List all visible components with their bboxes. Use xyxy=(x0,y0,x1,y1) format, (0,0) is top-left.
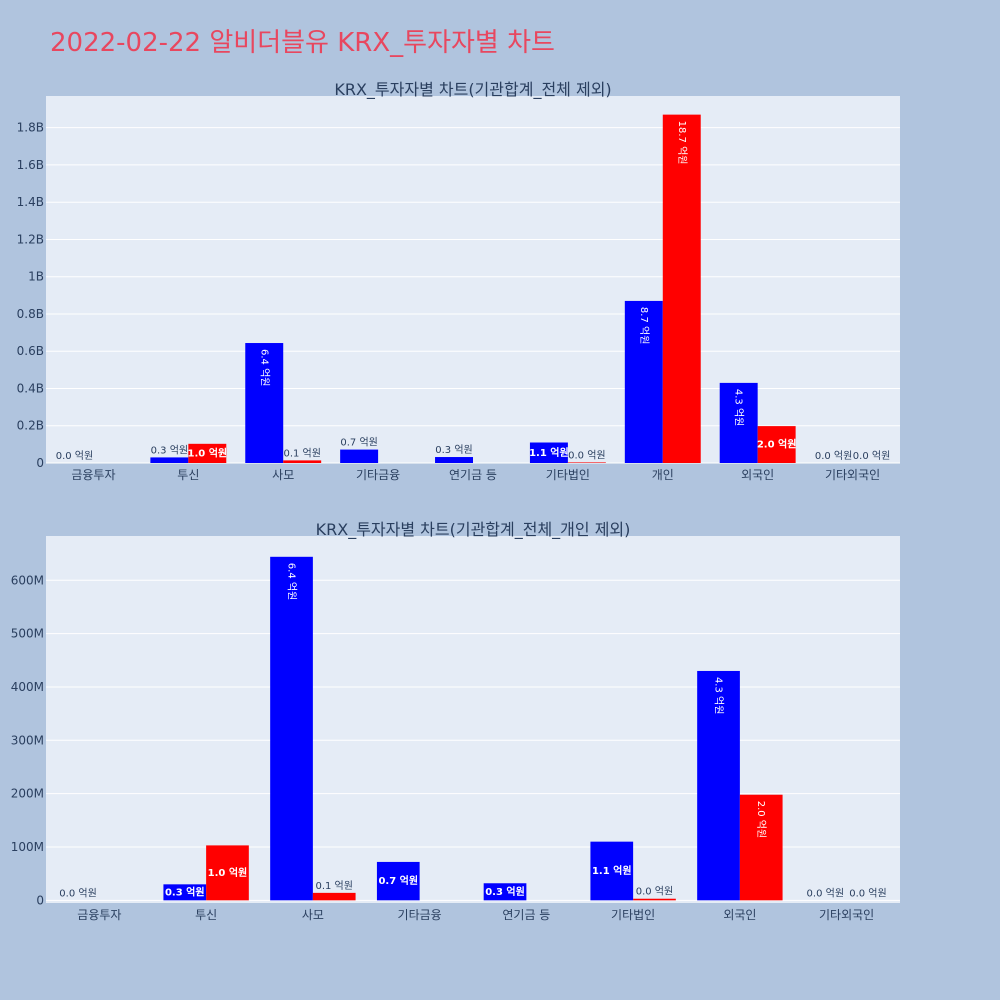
chart1-xtick-label: 기타외국인 xyxy=(825,468,880,482)
chart1-xtick-label: 기타법인 xyxy=(546,468,590,482)
chart2-ytick-label: 100M xyxy=(11,840,44,854)
chart1-data-label: 4.3 억원 xyxy=(733,389,745,426)
chart2-data-label: 1.1 억원 xyxy=(592,864,632,877)
chart1-bar-buy xyxy=(529,442,568,463)
chart1-xtick-label: 연기금 등 xyxy=(449,468,497,482)
chart1-bar-buy xyxy=(719,382,758,463)
chart2-data-label: 0.0 억원 xyxy=(807,887,844,899)
chart1-bar-sell xyxy=(567,462,606,463)
chart2-data-label: 0.1 억원 xyxy=(315,880,352,892)
chart1-ytick-label: 1B xyxy=(28,270,44,284)
chart2-ytick-label: 200M xyxy=(11,787,44,801)
chart2-ytick-label: 600M xyxy=(11,573,44,587)
chart1-data-label: 6.4 억원 xyxy=(258,349,270,386)
chart2-xtick-label: 기타외국인 xyxy=(819,908,874,922)
page-title: 2022-02-22 알비더블유 KRX_투자자별 차트 xyxy=(50,28,555,58)
chart1-bar-sell xyxy=(757,426,796,463)
chart1-xtick-label: 사모 xyxy=(272,468,294,482)
chart1-data-label: 0.7 억원 xyxy=(340,437,377,449)
chart2-xtick-label: 금융투자 xyxy=(77,908,121,922)
chart2-bar-buy xyxy=(163,884,207,901)
chart2-xtick-label: 연기금 등 xyxy=(502,908,550,922)
chart2-bar-sell xyxy=(633,898,676,901)
chart2-bar-buy xyxy=(697,670,740,901)
chart1-data-label: 2.0 억원 xyxy=(757,438,797,451)
chart1-ytick-label: 0.8B xyxy=(17,307,44,321)
chart2-ytick-label: 300M xyxy=(11,733,44,747)
chart1-ytick-label: 1.6B xyxy=(17,158,44,172)
chart1-data-label: 0.3 억원 xyxy=(435,444,472,456)
chart2-data-label: 0.0 억원 xyxy=(849,887,886,899)
chart1-data-label: 8.7 억원 xyxy=(638,307,650,344)
chart1-ytick-label: 1.4B xyxy=(17,195,44,209)
chart1-data-label: 0.1 억원 xyxy=(283,447,320,459)
chart1-data-label: 0.0 억원 xyxy=(56,450,93,462)
chart1-ytick-label: 0.2B xyxy=(17,419,44,433)
chart1-bar-sell xyxy=(283,460,322,463)
chart2-data-label: 6.4 억원 xyxy=(286,563,298,600)
chart1-bar-sell xyxy=(188,443,227,463)
chart2-ytick-label: 500M xyxy=(11,627,44,641)
chart2-bar-buy xyxy=(376,861,420,901)
chart1-data-label: 18.7 억원 xyxy=(676,121,688,165)
chart1-ytick-label: 1.2B xyxy=(17,232,44,246)
chart1-data-label: 1.0 억원 xyxy=(188,446,228,459)
chart2-bar-buy xyxy=(483,883,527,901)
chart1-bar-buy xyxy=(624,300,663,463)
chart2-bar-sell xyxy=(739,794,783,901)
chart1-data-label: 0.0 억원 xyxy=(815,450,852,462)
chart2-bar-sell xyxy=(206,845,249,901)
chart1-data-label: 0.0 억원 xyxy=(568,449,605,461)
chart1-title: KRX_투자자별 차트(기관합계_전체 제외) xyxy=(334,80,611,100)
chart2-bar-buy xyxy=(590,841,634,901)
chart1-ytick-label: 0 xyxy=(36,456,44,470)
chart1-ytick-label: 1.8B xyxy=(17,121,44,135)
chart2-bar-sell xyxy=(312,892,356,901)
chart2-data-label: 1.0 억원 xyxy=(208,866,248,879)
chart1-plot-area xyxy=(46,96,900,463)
chart1-xtick-label: 개인 xyxy=(652,468,674,482)
chart2-title: KRX_투자자별 차트(기관합계_전체_개인 제외) xyxy=(316,520,631,540)
chart2-ytick-label: 0 xyxy=(36,893,44,907)
chart1-bar-buy xyxy=(435,457,473,463)
chart2-bar-buy xyxy=(270,556,313,901)
chart2-xtick-label: 사모 xyxy=(302,908,324,922)
chart1-bar-buy xyxy=(245,343,284,463)
chart2-xtick-label: 외국인 xyxy=(723,908,756,922)
chart1-xtick-label: 외국인 xyxy=(741,468,774,482)
chart1-data-label: 0.3 억원 xyxy=(151,444,188,456)
chart2-ytick-label: 400M xyxy=(11,680,44,694)
chart1-bar-sell xyxy=(662,114,701,463)
chart1-xtick-label: 기타금융 xyxy=(356,468,400,482)
chart1-xtick-label: 투신 xyxy=(177,468,199,482)
chart1-ytick-label: 0.4B xyxy=(17,381,44,395)
chart2-data-label: 0.7 억원 xyxy=(378,874,418,887)
chart1-data-label: 1.1 억원 xyxy=(529,446,569,459)
chart2-data-label: 0.0 억원 xyxy=(59,887,96,899)
chart1-ytick-label: 0.6B xyxy=(17,344,44,358)
chart1-bar-buy xyxy=(340,449,379,463)
chart2-data-label: 2.0 억원 xyxy=(755,801,767,838)
chart1-xtick-label: 금융투자 xyxy=(71,468,115,482)
chart2-data-label: 0.3 억원 xyxy=(165,885,205,898)
chart2-data-label: 0.3 억원 xyxy=(485,885,525,898)
chart-bottom: KRX_투자자별 차트(기관합계_전체_개인 제외) 0 100M 200M 300M 4… xyxy=(11,520,900,922)
chart1-bar-buy xyxy=(150,457,189,463)
chart2-xtick-label: 기타법인 xyxy=(611,908,655,922)
chart2-data-label: 4.3 억원 xyxy=(713,677,725,714)
chart2-xtick-label: 투신 xyxy=(195,908,217,922)
chart2-xtick-label: 기타금융 xyxy=(398,908,442,922)
chart1-data-label: 0.0 억원 xyxy=(853,450,890,462)
chart2-data-label: 0.0 억원 xyxy=(636,886,673,898)
chart-top: KRX_투자자별 차트(기관합계_전체 제외) 0 0.2B 0.4B 0.6B 0.8B… xyxy=(17,80,900,482)
